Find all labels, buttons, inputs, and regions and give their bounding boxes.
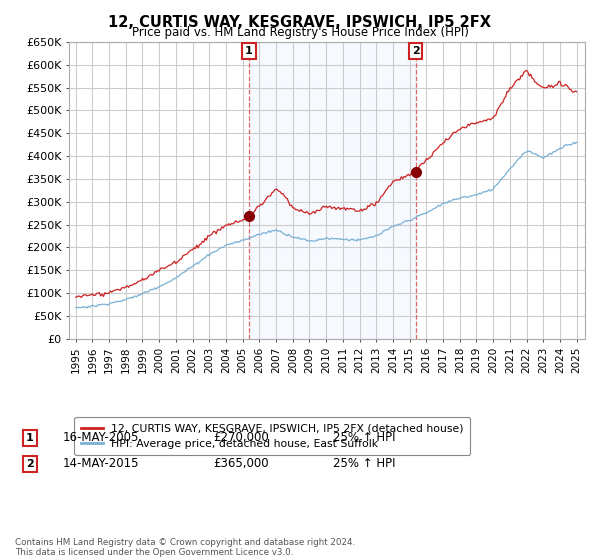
Text: 25% ↑ HPI: 25% ↑ HPI [333, 457, 395, 470]
Text: 1: 1 [26, 433, 34, 443]
Text: 25% ↑ HPI: 25% ↑ HPI [333, 431, 395, 445]
Text: 16-MAY-2005: 16-MAY-2005 [63, 431, 139, 445]
Legend: 12, CURTIS WAY, KESGRAVE, IPSWICH, IP5 2FX (detached house), HPI: Average price,: 12, CURTIS WAY, KESGRAVE, IPSWICH, IP5 2… [74, 417, 470, 455]
Text: Contains HM Land Registry data © Crown copyright and database right 2024.
This d: Contains HM Land Registry data © Crown c… [15, 538, 355, 557]
Text: £270,000: £270,000 [213, 431, 269, 445]
Text: 2: 2 [26, 459, 34, 469]
Bar [249, 42, 416, 339]
Text: 2: 2 [412, 46, 420, 56]
Text: Price paid vs. HM Land Registry's House Price Index (HPI): Price paid vs. HM Land Registry's House … [131, 26, 469, 39]
Text: 1: 1 [245, 46, 253, 56]
Text: 14-MAY-2015: 14-MAY-2015 [63, 457, 139, 470]
Text: £365,000: £365,000 [213, 457, 269, 470]
Text: 12, CURTIS WAY, KESGRAVE, IPSWICH, IP5 2FX: 12, CURTIS WAY, KESGRAVE, IPSWICH, IP5 2… [109, 15, 491, 30]
